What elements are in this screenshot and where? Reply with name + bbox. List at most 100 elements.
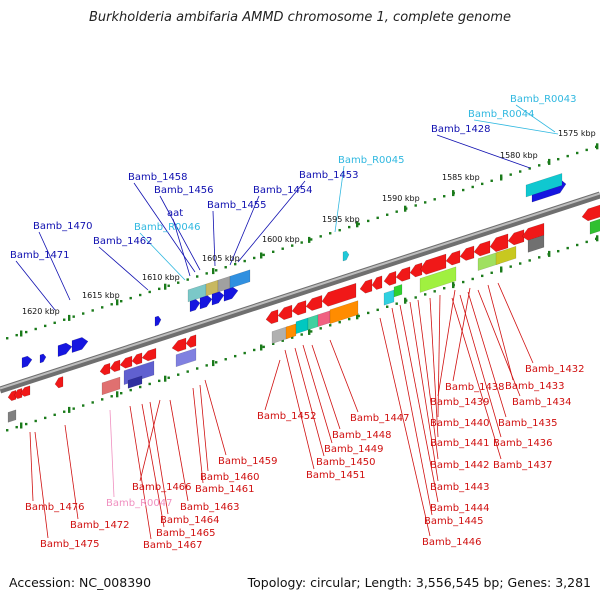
gene-label-bamb_1456: Bamb_1456 xyxy=(154,185,214,196)
track-dot xyxy=(224,266,227,269)
track-dot xyxy=(253,256,256,260)
gene-box xyxy=(307,314,319,331)
label-leader xyxy=(129,405,152,540)
track-dot xyxy=(585,148,588,152)
gene-label-bamb_1466: Bamb_1466 xyxy=(132,482,192,493)
leaders-group xyxy=(15,104,559,540)
track-dot xyxy=(557,157,560,161)
topology-text: Topology: circular; Length: 3,556,545 bp… xyxy=(247,575,591,590)
gene-box xyxy=(295,317,309,335)
track-dot xyxy=(566,246,569,250)
label-leader xyxy=(169,399,189,502)
label-leader xyxy=(487,284,514,381)
track-dot xyxy=(585,240,588,244)
track-tick xyxy=(68,314,71,321)
label-leader xyxy=(159,195,201,271)
track-tick xyxy=(500,174,503,181)
tick-label: 1605 kbp xyxy=(202,254,240,263)
track-dot xyxy=(167,284,170,287)
track-dot xyxy=(519,170,522,173)
track-tick xyxy=(404,205,407,212)
gene-label-bamb_r0045: Bamb_R0045 xyxy=(338,155,404,166)
label-leader xyxy=(294,347,325,457)
track-dot xyxy=(462,188,465,192)
label-leader xyxy=(334,165,345,233)
gene-label-bamb_1444: Bamb_1444 xyxy=(430,503,490,514)
gene-arrow-reverse xyxy=(359,278,373,294)
track-dot xyxy=(357,314,360,318)
gene-arrow-reverse xyxy=(507,229,525,246)
track-dot xyxy=(367,219,370,223)
track-dot xyxy=(53,321,56,325)
label-leader xyxy=(451,297,502,460)
track-dot xyxy=(576,151,579,155)
track-dot xyxy=(528,259,531,262)
gene-arrow-reverse xyxy=(141,347,157,362)
gene-arrow-forward xyxy=(342,250,350,262)
track-dot xyxy=(91,309,94,312)
track-tick xyxy=(20,422,23,429)
track-dot xyxy=(386,213,389,216)
track-dot xyxy=(63,318,66,321)
gene-label-bamb_1452: Bamb_1452 xyxy=(257,411,317,422)
track-dot xyxy=(509,265,512,268)
ticks-group: 1575 kbp 1580 kbp 1585 kbp 1590 kbp 1595 kbp… xyxy=(22,129,596,316)
track-tick xyxy=(356,313,359,320)
tick-label: 1620 kbp xyxy=(22,307,60,316)
gene-arrow-reverse xyxy=(119,355,133,369)
gene-arrow-reverse xyxy=(13,388,23,400)
accession-text: Accession: NC_008390 xyxy=(9,575,152,590)
track-dot xyxy=(281,339,284,342)
gene-arrow-reverse xyxy=(321,282,357,307)
track-tick xyxy=(548,158,551,165)
gene-box xyxy=(383,289,395,306)
label-leader xyxy=(515,104,556,133)
track-dot xyxy=(34,327,37,331)
track-dot xyxy=(53,413,56,417)
track-dot xyxy=(224,358,227,361)
track-dot xyxy=(110,395,113,398)
track-dot xyxy=(357,222,360,226)
tick-label: 1595 kbp xyxy=(322,215,360,224)
gene-label-bamb_r0044: Bamb_R0044 xyxy=(468,109,534,120)
gene-label-bamb_1460: Bamb_1460 xyxy=(200,472,260,483)
track-tick xyxy=(164,283,167,290)
track-dot xyxy=(338,320,341,324)
gene-label-aat: aat xyxy=(167,208,183,219)
tick-label: 1575 kbp xyxy=(558,129,596,138)
gene-box xyxy=(285,323,297,340)
track-dot xyxy=(101,398,104,401)
gene-label-bamb_1472: Bamb_1472 xyxy=(70,520,130,531)
track-dot xyxy=(443,195,446,198)
gene-arrow-reverse xyxy=(395,266,411,282)
track-dot xyxy=(15,425,18,429)
track-dot xyxy=(205,272,208,275)
label-leader xyxy=(417,299,439,460)
tick-label: 1600 kbp xyxy=(262,235,300,244)
track-dot xyxy=(6,337,9,340)
track-dot xyxy=(538,164,541,167)
gene-box xyxy=(495,245,517,266)
gene-box xyxy=(127,375,143,389)
track-tick xyxy=(212,268,215,275)
gene-arrow-reverse xyxy=(291,300,307,316)
track-dot xyxy=(129,388,132,392)
track-dot xyxy=(386,305,389,308)
track-dot xyxy=(148,290,151,294)
label-leader xyxy=(452,287,471,382)
label-leader xyxy=(391,307,433,516)
backbone-group xyxy=(0,143,600,432)
label-leader xyxy=(477,289,521,397)
gene-label-bamb_1442: Bamb_1442 xyxy=(430,460,490,471)
track-dot xyxy=(262,253,265,257)
gene-arrow-reverse xyxy=(19,385,31,397)
track-tick xyxy=(356,221,359,228)
label-leader xyxy=(467,291,507,418)
tick-label: 1585 kbp xyxy=(442,173,480,182)
track-dot xyxy=(348,317,351,321)
gene-box xyxy=(271,326,289,344)
gene-arrow-reverse xyxy=(109,359,121,373)
label-leader xyxy=(229,195,260,266)
track-dot xyxy=(490,271,493,274)
